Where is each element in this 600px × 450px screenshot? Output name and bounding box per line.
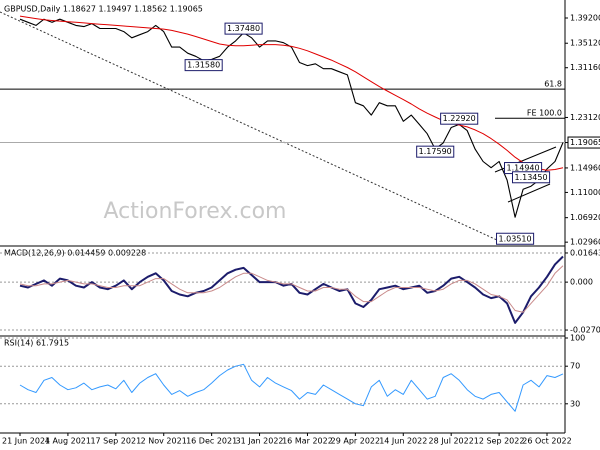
x-tick-label: 2 Nov 2021 <box>141 437 187 446</box>
y-tick-label: 1.39200 <box>570 13 600 22</box>
x-tick-label: 12 Sep 2022 <box>474 437 525 446</box>
annotation-label: 1.17590 <box>419 147 452 156</box>
x-tick-label: 28 Jul 2022 <box>429 437 474 446</box>
chart-title: GBPUSD,Daily 1.18627 1.19497 1.18562 1.1… <box>4 5 203 14</box>
x-tick-label: 29 Apr 2022 <box>331 437 380 446</box>
y-tick-label: 30 <box>570 399 580 408</box>
y-tick-label: 0.000 <box>570 278 593 287</box>
watermark: ActionForex.com <box>104 199 287 224</box>
y-tick-label: -0.027003 <box>570 326 600 335</box>
x-tick-label: 26 Oct 2022 <box>522 437 571 446</box>
series-line <box>19 363 564 412</box>
series-line <box>19 265 564 313</box>
annotation-label: 1.37480 <box>227 24 260 33</box>
y-tick-label: 1.19065 <box>570 138 600 147</box>
x-tick-label: 16 Dec 2021 <box>186 437 237 446</box>
annotation-box <box>416 145 455 158</box>
chart-title: MACD(12,26,9) 0.014459 0.009228 <box>4 249 146 258</box>
annotation-box <box>224 22 263 35</box>
trend-line <box>0 11 498 241</box>
annotation-box <box>440 112 479 125</box>
y-tick-label: 1.14960 <box>570 163 600 172</box>
series-line <box>19 18 564 218</box>
annotation-label: 1.03510 <box>499 234 532 243</box>
y-tick-label: 1.23120 <box>570 113 600 122</box>
y-tick-label: 1.06920 <box>570 213 600 222</box>
series-line <box>19 15 564 171</box>
last-price-box <box>567 136 600 149</box>
x-tick-label: 14 Jun 2022 <box>379 437 427 446</box>
y-tick-label: 100 <box>570 334 585 343</box>
y-tick-label: 1.31160 <box>570 63 600 72</box>
x-tick-label: 16 Mar 2022 <box>282 437 333 446</box>
x-tick-label: 21 Jun 2021 <box>2 437 50 446</box>
x-tick-label: 4 Aug 2021 <box>45 437 91 446</box>
annotation-label: 1.14940 <box>507 164 540 173</box>
y-tick-label: 1.02960 <box>570 238 600 247</box>
annotation-label: 1.31580 <box>187 61 220 70</box>
annotation-box <box>184 59 223 72</box>
channel-line <box>507 183 551 203</box>
y-tick-label: 1.35120 <box>570 39 600 48</box>
chart-title: RSI(14) 61.7915 <box>4 339 69 348</box>
annotation-label: 1.22920 <box>443 114 476 123</box>
level-label: 61.8 <box>544 80 562 89</box>
annotation-box <box>496 232 535 245</box>
y-tick-label: 1.11000 <box>570 188 600 197</box>
x-tick-label: 31 Jan 2022 <box>236 437 284 446</box>
y-tick-label: 0.016433 <box>570 248 600 257</box>
x-tick-label: 17 Sep 2021 <box>90 437 141 446</box>
annotation-label: 1.13450 <box>514 173 547 182</box>
level-label: FE 100.0 <box>527 109 562 118</box>
annotation-box <box>511 171 551 184</box>
y-tick-label: 70 <box>570 362 580 371</box>
